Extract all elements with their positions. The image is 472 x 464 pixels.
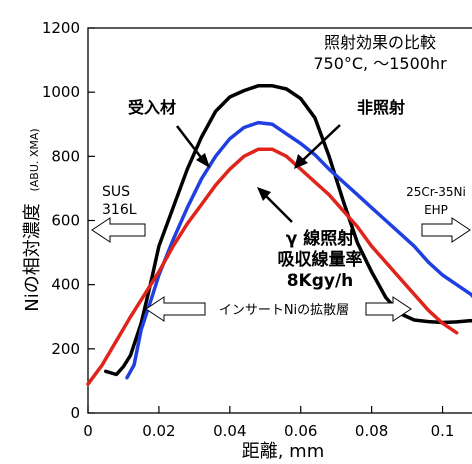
- arrowhead-gamma: [257, 187, 271, 201]
- chart-title: 照射効果の比較: [324, 33, 436, 52]
- left-material-line2: 316L: [102, 202, 137, 218]
- interlayer-right-arrow: [365, 296, 412, 322]
- y-tick-label: 1000: [42, 83, 80, 101]
- arrow-asreceived: [176, 125, 204, 161]
- interlayer-label: インサートNiの拡散層: [219, 303, 349, 318]
- y-tick-label: 0: [70, 404, 80, 422]
- label-asreceived: 受入材: [128, 98, 176, 117]
- label-gamma-1: γ 線照射: [286, 228, 355, 249]
- y-tick-label: 1200: [42, 19, 80, 37]
- ticks: 0 0.02 0.04 0.06 0.08 0.1 0 200 400 600 800 1000 120…: [42, 19, 455, 440]
- left-material-arrow: [91, 217, 146, 243]
- arrowhead-unirradiated: [294, 154, 308, 169]
- label-gamma-3: 8Kgy/h: [287, 271, 354, 291]
- arrowhead-asreceived: [196, 153, 210, 168]
- arrow-unirradiated: [301, 124, 341, 162]
- chart-subtitle: 750°C, ～1500hr: [313, 54, 447, 73]
- right-material-line1: 25Cr-35Ni: [406, 185, 466, 199]
- y-tick-label: 200: [51, 340, 80, 358]
- x-tick-label: 0: [83, 422, 93, 440]
- interlayer-left-arrow: [145, 296, 206, 322]
- label-gamma-2: 吸収線量率: [278, 249, 363, 270]
- right-material-line2: EHP: [424, 203, 448, 217]
- y-tick-label: 600: [51, 212, 80, 230]
- x-tick-label: 0.08: [355, 422, 388, 440]
- x-tick-label: 0.06: [284, 422, 317, 440]
- x-tick-label: 0.02: [142, 422, 175, 440]
- y-axis-title-unit: (ABU. XMA): [28, 128, 41, 191]
- y-tick-label: 800: [51, 147, 80, 165]
- x-tick-label: 0.1: [431, 422, 455, 440]
- x-tick-label: 0.04: [213, 422, 246, 440]
- label-unirradiated: 非照射: [357, 98, 405, 117]
- left-material-line1: SUS: [102, 184, 130, 200]
- right-material-arrow: [421, 217, 471, 243]
- y-axis-title-group: Niの相対濃度 (ABU. XMA): [22, 128, 43, 311]
- x-axis-title: 距離, mm: [242, 441, 325, 462]
- y-axis-title-main: Niの相対濃度: [22, 203, 43, 311]
- y-tick-label: 400: [51, 276, 80, 294]
- y-axis-title: Niの相対濃度 (ABU. XMA): [22, 128, 43, 311]
- arrow-gamma: [263, 193, 293, 223]
- series-line-gamma: [86, 147, 459, 386]
- series-layer: [86, 84, 472, 386]
